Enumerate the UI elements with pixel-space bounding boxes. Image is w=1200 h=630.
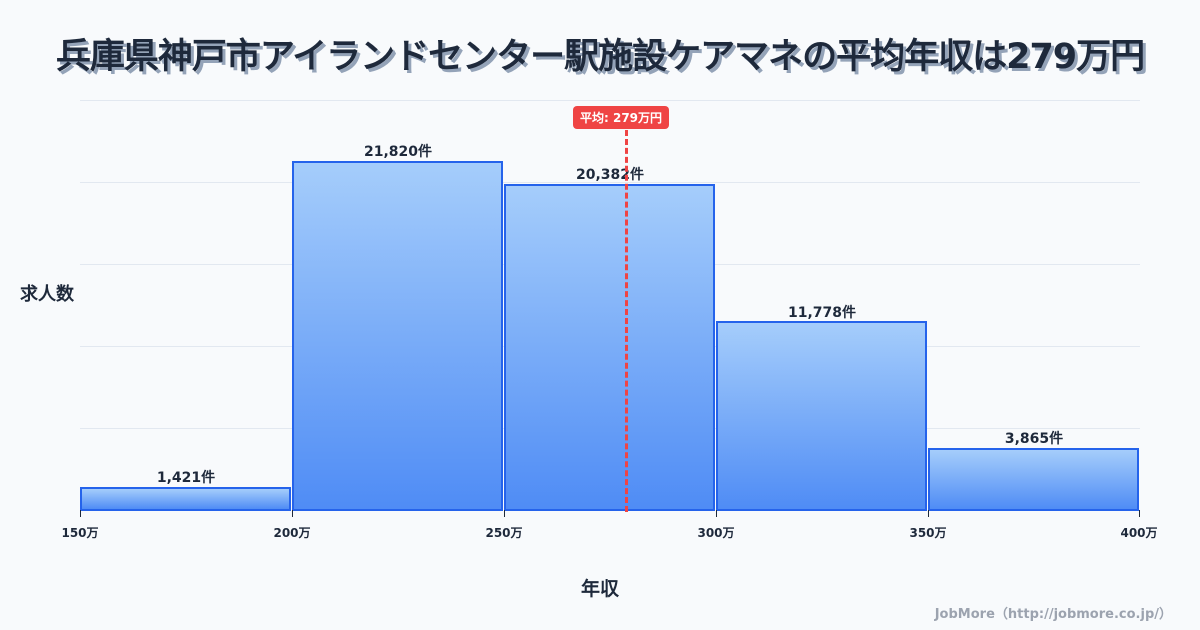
bar-value-label: 3,865件 [1004,431,1064,447]
x-tick-label: 250万 [485,526,523,540]
x-tick [80,510,81,517]
mean-badge: 平均: 279万円 [573,106,670,129]
histogram-bar [292,161,503,511]
chart-title: 兵庫県神戸市アイランドセンター駅施設ケアマネの平均年収は279万円 [55,37,1145,77]
x-tick [716,510,717,517]
x-axis-label: 年収 [580,578,619,600]
source-credit: JobMore（http://jobmore.co.jp/） [934,607,1172,622]
gridline [80,100,1140,101]
x-tick [292,510,293,517]
bar-value-label: 21,820件 [363,144,433,160]
bar-value-label: 11,778件 [787,305,857,321]
x-tick [504,510,505,517]
histogram-bar [504,184,715,511]
x-tick-label: 150万 [61,526,99,540]
bar-value-label: 1,421件 [156,470,216,486]
histogram-bar [716,321,927,511]
x-tick-label: 350万 [909,526,947,540]
mean-line [625,130,628,512]
x-tick [928,510,929,517]
bar-value-label: 20,382件 [575,167,645,183]
x-tick-label: 300万 [697,526,735,540]
histogram-bar [80,487,291,511]
gridline [80,182,1140,183]
histogram-bar [928,448,1139,511]
y-axis-label: 求人数 [20,284,74,305]
x-tick-label: 400万 [1120,526,1158,540]
x-tick [1139,510,1140,517]
x-tick-label: 200万 [273,526,311,540]
